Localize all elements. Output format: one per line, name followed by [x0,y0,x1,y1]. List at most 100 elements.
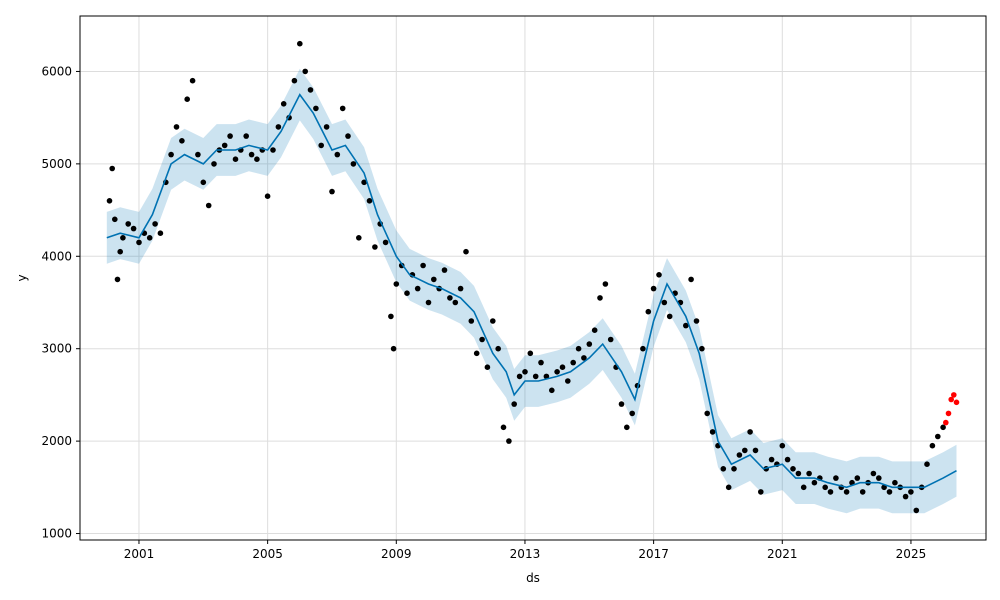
observed-point [297,40,303,47]
observed-point [302,68,309,75]
observed-point [591,327,598,334]
x-tick-label: 2005 [252,547,283,561]
observed-point [758,489,764,495]
observed-point [870,470,877,477]
x-axis-ticks: 2001 2005 2009 2013 2017 2021 2025 [124,540,926,561]
observed-point [195,151,201,158]
observed-point [106,198,113,204]
observed-point [350,161,357,167]
observed-point [806,470,812,477]
x-tick-label: 2001 [124,547,155,561]
x-tick-label: 2013 [510,547,541,561]
observed-point [173,124,180,130]
observed-point [452,299,459,306]
observed-point [506,438,512,444]
observed-point [109,165,115,172]
observed-point [130,225,137,232]
observed-point [221,142,228,149]
observed-point [790,466,796,472]
observed-point [854,475,861,481]
observed-point [683,322,689,329]
observed-point [117,248,123,255]
observed-point [586,341,593,347]
uncertainty-band-layer [106,68,957,514]
observed-point [849,479,855,486]
observed-point [720,466,727,472]
y-tick-label: 4000 [41,249,72,263]
observed-point [607,336,614,343]
observed-point [414,285,421,292]
recent-point [951,392,957,398]
observed-point [650,285,657,292]
y-axis-label: y [15,274,29,281]
y-tick-label: 2000 [41,434,72,448]
observed-point [345,133,351,139]
observed-point [736,452,743,458]
observed-point [913,507,920,514]
plot-area-background [80,16,986,540]
observed-point [843,489,850,495]
observed-point [248,151,255,158]
observed-point [361,179,367,186]
y-tick-label: 1000 [41,527,72,541]
observed-point [784,456,791,463]
observed-point [527,350,534,357]
observed-point [661,299,668,306]
observed-point [795,470,802,477]
observed-point [827,489,834,495]
observed-point [232,156,239,162]
observed-point [420,262,426,269]
observed-point [157,230,164,236]
observed-point [189,77,196,84]
observed-point [382,239,389,246]
observed-point [822,484,828,491]
observed-point [902,493,909,500]
observed-point [425,299,432,306]
recent-points-layer [943,392,960,426]
observed-point [318,142,325,149]
observed-point [270,147,276,153]
observed-point [532,373,539,380]
observed-point [597,295,603,301]
observed-point [881,484,887,491]
observed-point [184,96,190,102]
observed-point [516,373,523,380]
observed-point [752,447,759,454]
x-axis-label: ds [526,571,540,585]
observed-point [393,281,400,287]
y-tick-label: 6000 [41,64,72,78]
observed-point [388,313,394,320]
observed-point [490,318,496,324]
observed-point [779,442,786,449]
observed-point [431,276,437,283]
observed-point [329,188,335,195]
observed-point [570,359,576,366]
recent-point [953,399,960,406]
plot-frame [79,15,987,541]
grid-layer [80,16,986,540]
forecast-line [106,93,957,489]
observed-point [581,355,587,361]
x-tick-label: 2009 [381,547,412,561]
observed-point [500,424,507,431]
observed-point [339,105,346,112]
observed-point [227,133,233,139]
observed-point [112,216,118,223]
x-tick-label: 2021 [767,547,798,561]
observed-point [833,475,839,481]
observed-point [924,461,930,468]
observed-point [125,221,131,227]
observed-point [656,272,662,278]
observed-point [602,281,609,287]
observed-point [463,248,469,255]
observed-point [152,221,158,227]
observed-point [200,179,207,186]
observed-point [742,447,748,454]
observed-point [725,484,732,491]
observed-point [800,484,807,491]
observed-point [179,138,185,144]
observed-point [114,276,121,283]
observed-point [768,456,775,463]
observed-point [618,401,625,407]
